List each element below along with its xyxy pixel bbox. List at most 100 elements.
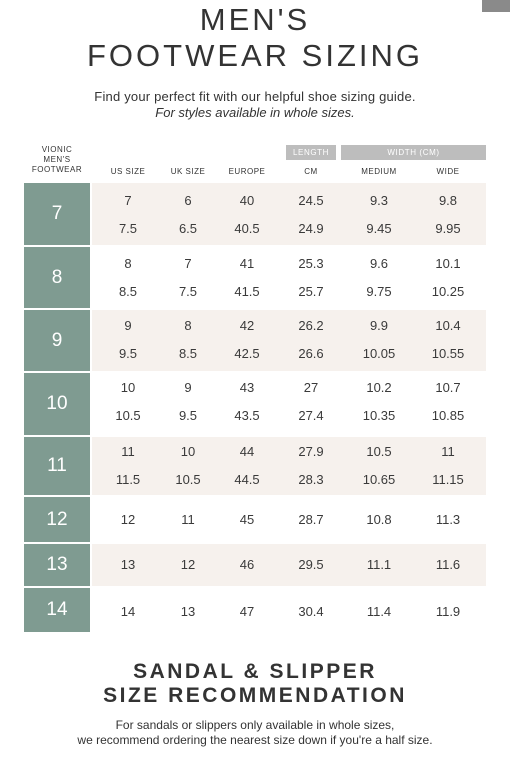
table-cell: 10.8 bbox=[366, 512, 392, 527]
table-cell: 10 bbox=[120, 380, 136, 395]
table-cell: 40 bbox=[239, 193, 255, 208]
table-cell: 13 bbox=[120, 557, 136, 572]
table-cell: 11 bbox=[181, 512, 195, 527]
table-cell: 24.5 bbox=[298, 193, 324, 208]
table-cell: 27.4 bbox=[298, 408, 324, 423]
length-group-header: LENGTH bbox=[286, 145, 336, 160]
col-header-uk: UK SIZE bbox=[170, 167, 206, 176]
table-cell: 10.05 bbox=[362, 346, 396, 361]
table-cell: 42 bbox=[239, 318, 255, 333]
table-cell: 30.4 bbox=[298, 604, 324, 619]
table-row-background bbox=[92, 310, 486, 371]
size-group-label: 8 bbox=[24, 247, 90, 308]
table-cell: 10.5 bbox=[175, 472, 201, 487]
intro-italic-text: For styles available in whole sizes. bbox=[155, 105, 355, 120]
table-cell: 11 bbox=[121, 444, 135, 459]
table-cell: 27 bbox=[303, 380, 319, 395]
table-cell: 10.1 bbox=[435, 256, 461, 271]
table-cell: 10.5 bbox=[115, 408, 141, 423]
table-cell: 44.5 bbox=[234, 472, 260, 487]
table-cell: 46 bbox=[239, 557, 255, 572]
size-group-label: 9 bbox=[24, 310, 90, 371]
table-cell: 44 bbox=[239, 444, 255, 459]
corner-tab bbox=[482, 0, 510, 12]
table-cell: 28.7 bbox=[298, 512, 324, 527]
table-cell: 8.5 bbox=[118, 284, 138, 299]
table-cell: 7.5 bbox=[178, 284, 198, 299]
col-header-europe: EUROPE bbox=[228, 167, 266, 176]
size-group-label: 10 bbox=[24, 373, 90, 435]
table-cell: 11.5 bbox=[115, 472, 141, 487]
table-cell: 8 bbox=[184, 318, 192, 333]
table-cell: 8 bbox=[124, 256, 132, 271]
table-cell: 9.9 bbox=[369, 318, 389, 333]
table-cell: 9 bbox=[184, 380, 192, 395]
table-cell: 7 bbox=[124, 193, 132, 208]
footer-title-line2: SIZE RECOMMENDATION bbox=[103, 684, 407, 707]
table-cell: 7 bbox=[184, 256, 192, 271]
table-cell: 10.55 bbox=[431, 346, 465, 361]
table-cell: 11.3 bbox=[435, 512, 461, 527]
table-cell: 8.5 bbox=[178, 346, 198, 361]
footer-title-line1: SANDAL & SLIPPER bbox=[133, 660, 377, 683]
table-cell: 10.5 bbox=[366, 444, 392, 459]
table-row-background bbox=[92, 437, 486, 495]
table-cell: 41.5 bbox=[234, 284, 260, 299]
table-cell: 10.85 bbox=[431, 408, 465, 423]
brand-header-line: MEN'S bbox=[43, 155, 71, 164]
table-cell: 25.7 bbox=[298, 284, 324, 299]
table-cell: 45 bbox=[239, 512, 255, 527]
table-cell: 9.5 bbox=[118, 346, 138, 361]
table-cell: 10.35 bbox=[362, 408, 396, 423]
brand-header-line: VIONIC bbox=[41, 145, 73, 154]
table-cell: 9.8 bbox=[438, 193, 458, 208]
table-cell: 24.9 bbox=[298, 221, 324, 236]
table-cell: 12 bbox=[120, 512, 136, 527]
table-row-background bbox=[92, 544, 486, 586]
size-group-label: 13 bbox=[24, 544, 90, 586]
table-cell: 28.3 bbox=[298, 472, 324, 487]
table-cell: 11.9 bbox=[435, 604, 461, 619]
col-header-cm: CM bbox=[304, 167, 318, 176]
size-group-label: 12 bbox=[24, 497, 90, 542]
table-cell: 47 bbox=[239, 604, 255, 619]
table-cell: 13 bbox=[180, 604, 196, 619]
table-cell: 10.7 bbox=[435, 380, 461, 395]
table-cell: 9.45 bbox=[366, 221, 392, 236]
table-cell: 12 bbox=[180, 557, 196, 572]
size-group-label: 14 bbox=[24, 588, 90, 632]
table-cell: 9.5 bbox=[178, 408, 198, 423]
table-cell: 10.65 bbox=[362, 472, 396, 487]
table-cell: 43 bbox=[239, 380, 255, 395]
col-header-us: US SIZE bbox=[110, 167, 146, 176]
table-cell: 10.25 bbox=[431, 284, 465, 299]
brand-column-header: VIONIC MEN'S FOOTWEAR bbox=[24, 145, 90, 175]
table-cell: 9.95 bbox=[435, 221, 461, 236]
col-header-medium: MEDIUM bbox=[361, 167, 397, 176]
table-cell: 41 bbox=[239, 256, 255, 271]
intro-text: Find your perfect fit with our helpful s… bbox=[94, 89, 416, 104]
table-cell: 6 bbox=[184, 193, 192, 208]
table-cell: 40.5 bbox=[234, 221, 260, 236]
table-cell: 11 bbox=[441, 444, 455, 459]
table-cell: 26.6 bbox=[298, 346, 324, 361]
table-cell: 10.2 bbox=[366, 380, 392, 395]
table-row-background bbox=[92, 183, 486, 245]
table-cell: 11.6 bbox=[435, 557, 461, 572]
table-cell: 29.5 bbox=[298, 557, 324, 572]
table-cell: 10 bbox=[180, 444, 196, 459]
footer-note-line1: For sandals or slippers only available i… bbox=[115, 718, 395, 732]
size-group-label: 11 bbox=[24, 437, 90, 495]
page-title-line1: MEN'S bbox=[199, 2, 311, 37]
size-group-label: 7 bbox=[24, 183, 90, 245]
table-cell: 11.1 bbox=[366, 557, 392, 572]
width-group-header: WIDTH (CM) bbox=[341, 145, 486, 160]
table-cell: 9 bbox=[124, 318, 132, 333]
table-cell: 9.75 bbox=[366, 284, 392, 299]
table-cell: 9.6 bbox=[369, 256, 389, 271]
table-cell: 10.4 bbox=[435, 318, 461, 333]
table-cell: 43.5 bbox=[234, 408, 260, 423]
brand-header-line: FOOTWEAR bbox=[31, 165, 83, 174]
col-header-wide: WIDE bbox=[436, 167, 460, 176]
table-cell: 26.2 bbox=[298, 318, 324, 333]
